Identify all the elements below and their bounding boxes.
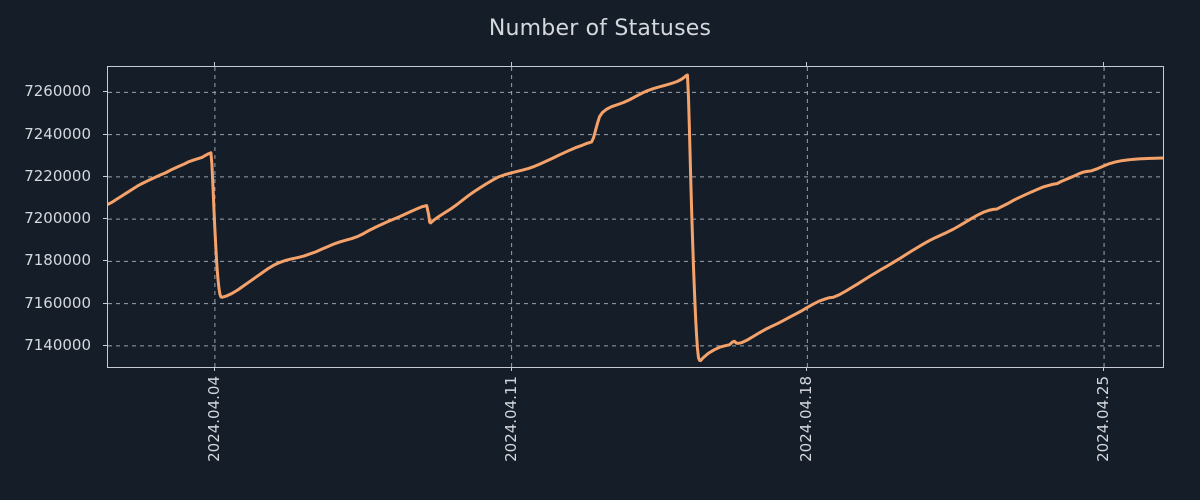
line-chart-svg xyxy=(108,67,1163,367)
x-axis-tick-label: 2024.04.04 xyxy=(204,376,223,462)
x-tickmark xyxy=(510,367,512,371)
y-axis-tick-label: 7180000 xyxy=(24,251,91,270)
y-tickmark xyxy=(103,91,107,93)
x-tickmark-top xyxy=(1103,62,1105,66)
y-axis-tick-label: 7240000 xyxy=(24,124,91,143)
x-tickmark-top xyxy=(510,62,512,66)
y-tickmark xyxy=(103,218,107,220)
y-gridlines xyxy=(108,91,1163,347)
x-axis-tick-label: 2024.04.11 xyxy=(501,376,520,462)
y-axis-tick-label: 7160000 xyxy=(24,293,91,312)
x-gridlines xyxy=(214,67,1105,367)
y-axis-tick-label: 7200000 xyxy=(24,209,91,228)
x-tickmark-top xyxy=(806,62,808,66)
x-tickmark-top xyxy=(213,62,215,66)
plot-area xyxy=(107,66,1164,368)
y-tickmark xyxy=(103,260,107,262)
y-axis-tick-label: 7260000 xyxy=(24,82,91,101)
x-tickmark xyxy=(1103,367,1105,371)
y-axis-tick-label: 7220000 xyxy=(24,166,91,185)
page-title: Number of Statuses xyxy=(488,16,712,41)
x-tickmark xyxy=(806,367,808,371)
series-line-number-of-statuses xyxy=(108,73,1163,363)
y-axis-tick-label: 7140000 xyxy=(24,335,91,354)
x-tickmark xyxy=(213,367,215,371)
y-tickmark xyxy=(103,175,107,177)
y-tickmark xyxy=(103,302,107,304)
y-tickmark xyxy=(103,344,107,346)
x-axis-tick-label: 2024.04.18 xyxy=(797,376,816,462)
y-tickmark xyxy=(103,133,107,135)
x-axis-tick-label: 2024.04.25 xyxy=(1094,376,1113,462)
